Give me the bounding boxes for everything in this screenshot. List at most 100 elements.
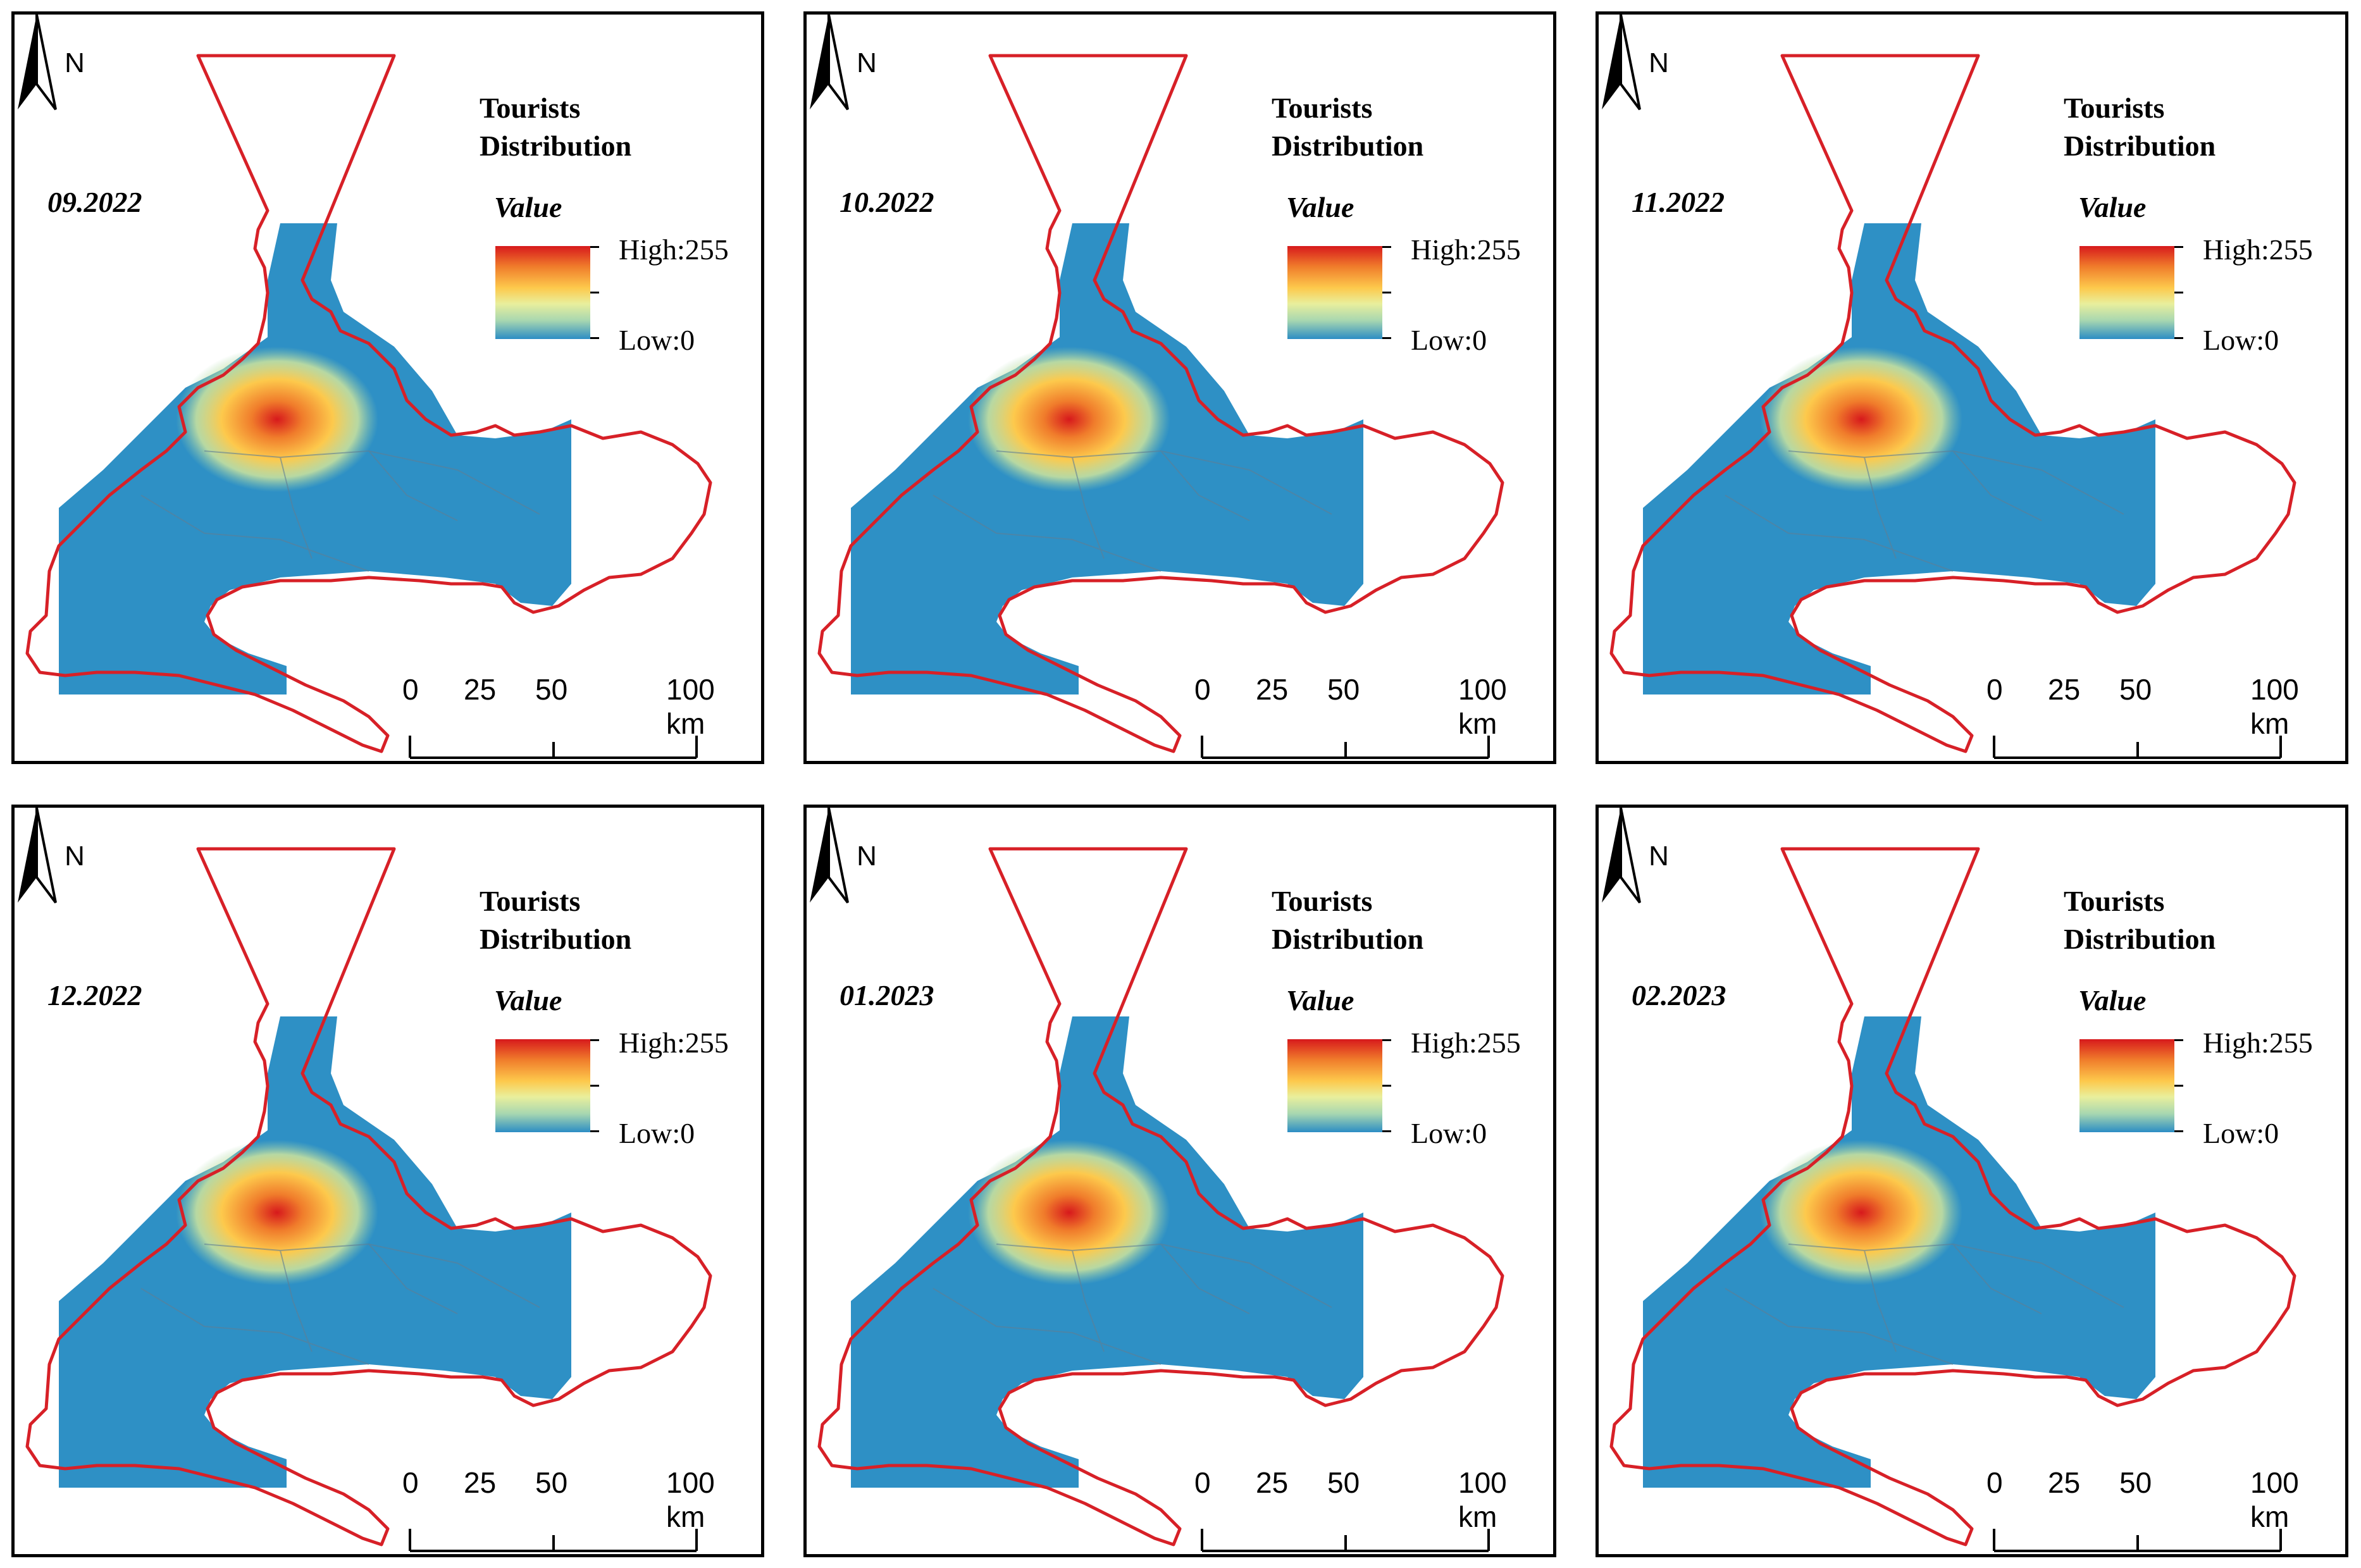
scale-label-50: 50 — [2119, 673, 2152, 706]
legend-value-label: Value — [1286, 191, 1354, 223]
scale-label-50: 50 — [2119, 1466, 2152, 1499]
scale-label-0: 0 — [1986, 1466, 2003, 1499]
study-area-boundary — [1609, 847, 2296, 1546]
district-lines — [1725, 1243, 2124, 1365]
map-canvas — [25, 847, 712, 1546]
district-lines — [933, 450, 1332, 572]
tourist-hotspot — [968, 347, 1170, 492]
legend-high-label: High:255 — [2203, 233, 2313, 266]
ramp-tick-low — [1382, 337, 1391, 339]
legend-high-label: High:255 — [1411, 1027, 1521, 1059]
period-label: 09.2022 — [47, 186, 142, 218]
north-arrow-icon — [810, 808, 849, 904]
legend-low-label: Low:0 — [1411, 324, 1487, 356]
ramp-tick-high — [1382, 246, 1391, 248]
legend-title: Tourists Distribution — [1272, 92, 1424, 162]
ramp-tick-high — [590, 246, 599, 248]
scale-label-0: 0 — [402, 1466, 419, 1499]
ramp-tick-high — [2174, 1039, 2183, 1041]
legend-title: Tourists Distribution — [1272, 885, 1424, 955]
map-panel-3: N 11.2022 Tourists Distribution Value Hi… — [1596, 11, 2348, 764]
tourist-hotspot — [176, 1140, 378, 1285]
period-label: 12.2022 — [47, 979, 142, 1011]
tourist-hotspot — [176, 347, 378, 492]
ramp-tick-mid — [1382, 292, 1391, 293]
legend-low-label: Low:0 — [2203, 324, 2279, 356]
map-panel-2: N 10.2022 Tourists Distribution Value Hi… — [803, 11, 1556, 764]
color-ramp — [1287, 1039, 1382, 1132]
legend-title: Tourists Distribution — [2064, 92, 2216, 162]
north-arrow-icon — [810, 15, 849, 111]
scale-label-100: 100 km — [666, 673, 715, 740]
legend-title: Tourists Distribution — [2064, 885, 2216, 955]
north-arrow-icon — [1602, 808, 1641, 904]
scale-label-100: 100 km — [2250, 673, 2299, 740]
ramp-tick-high — [590, 1039, 599, 1041]
scale-label-0: 0 — [402, 673, 419, 706]
legend-value-label: Value — [2078, 984, 2147, 1016]
map-canvas — [1609, 54, 2296, 753]
scale-label-50: 50 — [1327, 673, 1360, 706]
ramp-tick-low — [2174, 337, 2183, 339]
map-canvas — [817, 847, 1504, 1546]
ramp-tick-mid — [2174, 292, 2183, 293]
legend-low-label: Low:0 — [2203, 1117, 2279, 1149]
color-ramp — [495, 1039, 590, 1132]
scale-label-25: 25 — [1256, 1466, 1289, 1499]
map-canvas — [25, 54, 712, 753]
legend-low-label: Low:0 — [1411, 1117, 1487, 1149]
ramp-tick-low — [590, 1130, 599, 1132]
period-label: 10.2022 — [840, 186, 934, 218]
district-lines — [933, 1243, 1332, 1365]
scale-label-25: 25 — [2048, 673, 2081, 706]
north-arrow-icon — [1602, 15, 1641, 111]
north-label: N — [65, 841, 85, 872]
north-arrow-icon — [18, 808, 57, 904]
north-label: N — [1649, 47, 1669, 78]
district-lines — [1725, 450, 2124, 572]
ramp-tick-low — [2174, 1130, 2183, 1132]
north-label: N — [65, 47, 85, 78]
north-label: N — [857, 47, 877, 78]
color-ramp — [2079, 246, 2174, 339]
legend-value-label: Value — [1286, 984, 1354, 1016]
north-label: N — [857, 841, 877, 872]
scale-label-25: 25 — [464, 1466, 497, 1499]
legend-title: Tourists Distribution — [480, 885, 632, 955]
scale-label-50: 50 — [1327, 1466, 1360, 1499]
color-ramp — [495, 246, 590, 339]
district-lines — [140, 450, 540, 572]
scale-label-100: 100 km — [1458, 673, 1507, 740]
legend-high-label: High:255 — [2203, 1027, 2313, 1059]
period-label: 01.2023 — [840, 979, 934, 1011]
map-panel-6: N 02.2023 Tourists Distribution Value Hi… — [1596, 805, 2348, 1557]
north-arrow-icon — [18, 15, 57, 111]
ramp-tick-mid — [590, 292, 599, 293]
north-label: N — [1649, 841, 1669, 872]
ramp-tick-mid — [1382, 1085, 1391, 1087]
tourist-hotspot — [968, 1140, 1170, 1285]
ramp-tick-low — [1382, 1130, 1391, 1132]
scale-label-50: 50 — [535, 1466, 568, 1499]
study-area-boundary — [817, 54, 1504, 753]
scale-label-100: 100 km — [1458, 1466, 1507, 1533]
map-panel-5: N 01.2023 Tourists Distribution Value Hi… — [803, 805, 1556, 1557]
map-canvas — [1609, 847, 2296, 1546]
period-label: 02.2023 — [1632, 979, 1726, 1011]
legend-low-label: Low:0 — [619, 1117, 695, 1149]
study-area-boundary — [25, 54, 712, 753]
scale-label-0: 0 — [1986, 673, 2003, 706]
color-ramp — [2079, 1039, 2174, 1132]
period-label: 11.2022 — [1632, 186, 1725, 218]
ramp-tick-low — [590, 337, 599, 339]
map-panel-1: N 09.2022 Tourists Distribution Value Hi… — [11, 11, 764, 764]
legend-low-label: Low:0 — [619, 324, 695, 356]
scale-label-0: 0 — [1194, 1466, 1211, 1499]
legend-title: Tourists Distribution — [480, 92, 632, 162]
scale-label-25: 25 — [1256, 673, 1289, 706]
ramp-tick-high — [1382, 1039, 1391, 1041]
legend-value-label: Value — [2078, 191, 2147, 223]
scale-label-100: 100 km — [2250, 1466, 2299, 1533]
ramp-tick-mid — [2174, 1085, 2183, 1087]
ramp-tick-high — [2174, 246, 2183, 248]
